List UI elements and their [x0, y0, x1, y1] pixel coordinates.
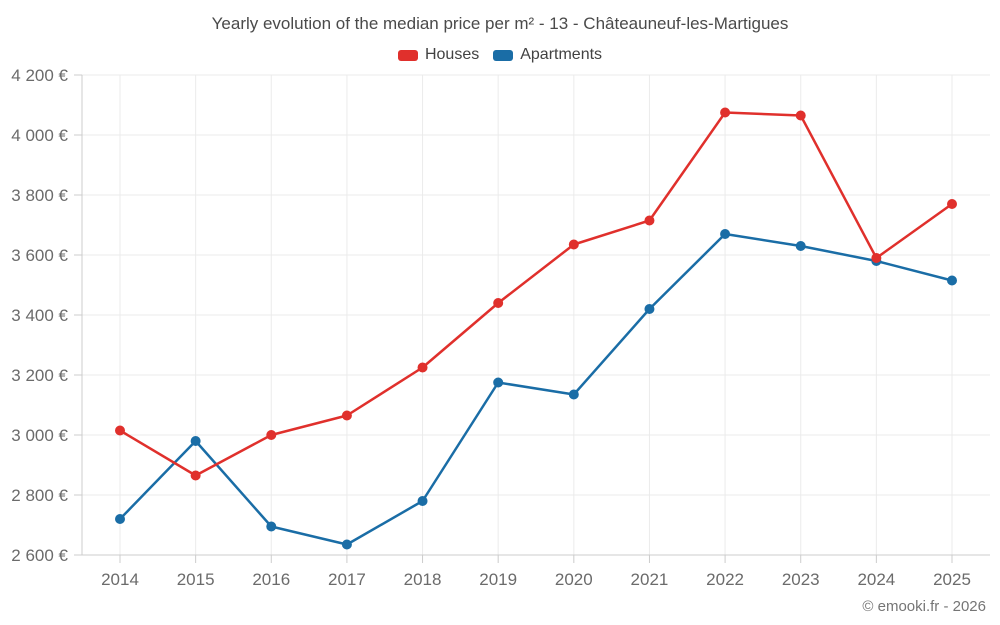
- legend-item-apartments[interactable]: Apartments: [493, 46, 602, 64]
- data-point-houses: [190, 470, 201, 481]
- data-point-apartments: [115, 514, 125, 524]
- y-axis-label: 2 800 €: [11, 486, 68, 505]
- x-axis-label: 2021: [631, 570, 669, 589]
- series-line-apartments: [118, 232, 954, 546]
- y-axis-label: 3 000 €: [11, 426, 68, 445]
- data-point-houses: [644, 215, 655, 226]
- x-axis-label: 2023: [782, 570, 820, 589]
- y-axis-label: 3 800 €: [11, 186, 68, 205]
- houses-series-marker-icon: [397, 49, 418, 61]
- x-axis-label: 2016: [252, 570, 290, 589]
- y-axis-label: 2 600 €: [11, 546, 68, 565]
- data-point-houses: [720, 107, 731, 118]
- legend-label-houses: Houses: [424, 46, 480, 63]
- data-point-houses: [341, 410, 352, 421]
- x-axis-label: 2025: [933, 570, 971, 589]
- data-point-apartments: [644, 304, 655, 314]
- x-axis-label: 2018: [404, 570, 442, 589]
- x-axis-label: 2020: [555, 570, 593, 589]
- y-axis-label: 3 200 €: [11, 366, 68, 385]
- data-point-houses: [266, 430, 277, 440]
- chart-title: Yearly evolution of the median price per…: [211, 14, 789, 33]
- data-point-apartments: [720, 229, 731, 239]
- x-axis-label: 2019: [479, 570, 517, 589]
- data-point-houses: [795, 110, 806, 121]
- data-point-houses: [115, 425, 125, 436]
- y-axis-label: 4 000 €: [11, 126, 68, 145]
- x-axis-label: 2017: [328, 570, 366, 589]
- y-axis-label: 3 400 €: [11, 306, 68, 325]
- data-point-apartments: [493, 377, 504, 388]
- data-point-apartments: [417, 496, 428, 506]
- x-axis-label: 2014: [101, 570, 139, 589]
- data-point-houses: [947, 199, 957, 209]
- data-point-apartments: [795, 241, 806, 251]
- x-axis-label: 2022: [706, 570, 744, 589]
- data-point-houses: [417, 362, 428, 373]
- data-point-houses: [871, 253, 882, 263]
- data-point-apartments: [266, 521, 277, 532]
- chart-legend: Houses Apartments: [0, 46, 1000, 64]
- legend-item-houses[interactable]: Houses: [397, 46, 480, 64]
- y-axis-label: 3 600 €: [11, 246, 68, 265]
- data-point-apartments: [568, 389, 579, 400]
- attribution-text: © emooki.fr - 2026: [862, 598, 986, 615]
- x-axis-label: 2015: [177, 570, 215, 589]
- legend-label-apartments: Apartments: [520, 46, 603, 63]
- data-point-houses: [493, 298, 504, 308]
- data-point-apartments: [190, 436, 201, 446]
- x-axis-label: 2024: [857, 570, 895, 589]
- y-axis-label: 4 200 €: [11, 66, 68, 85]
- data-point-houses: [568, 239, 579, 250]
- series-line-houses: [118, 111, 954, 477]
- data-point-apartments: [341, 539, 352, 550]
- apartments-series-marker-icon: [493, 49, 514, 61]
- data-point-apartments: [947, 275, 957, 286]
